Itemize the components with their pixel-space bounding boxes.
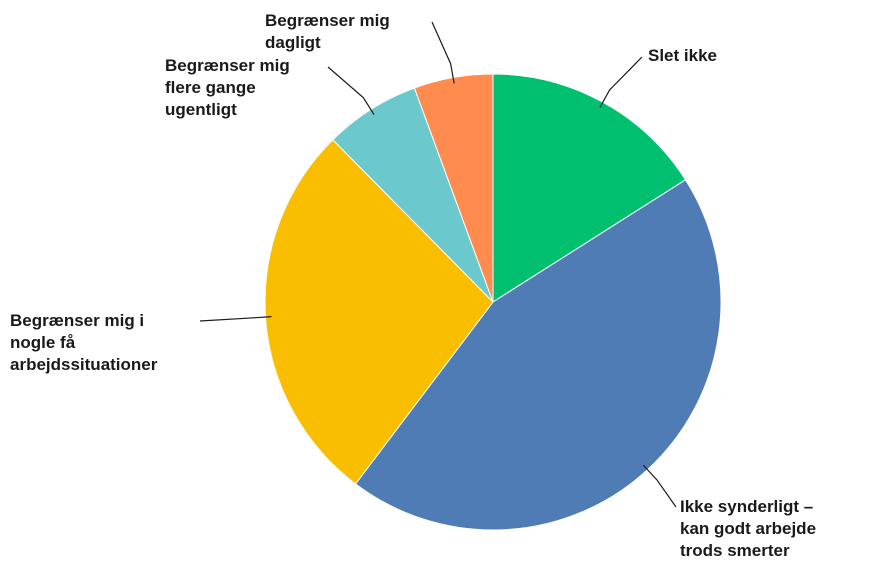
slice-label: Begrænser mig i nogle få arbejdssituatio… [10, 311, 158, 374]
slice-label: Begrænser mig dagligt [265, 11, 390, 52]
leader-line [642, 464, 677, 508]
slice-label: Ikke synderligt – kan godt arbejde trods… [680, 497, 817, 560]
leader-line [599, 56, 643, 108]
leader-line [431, 21, 455, 84]
leader-line [199, 316, 272, 322]
slice-label: Slet ikke [648, 46, 717, 65]
leader-line [327, 66, 375, 115]
slice-label: Begrænser mig flere gange ugentligt [165, 56, 290, 119]
